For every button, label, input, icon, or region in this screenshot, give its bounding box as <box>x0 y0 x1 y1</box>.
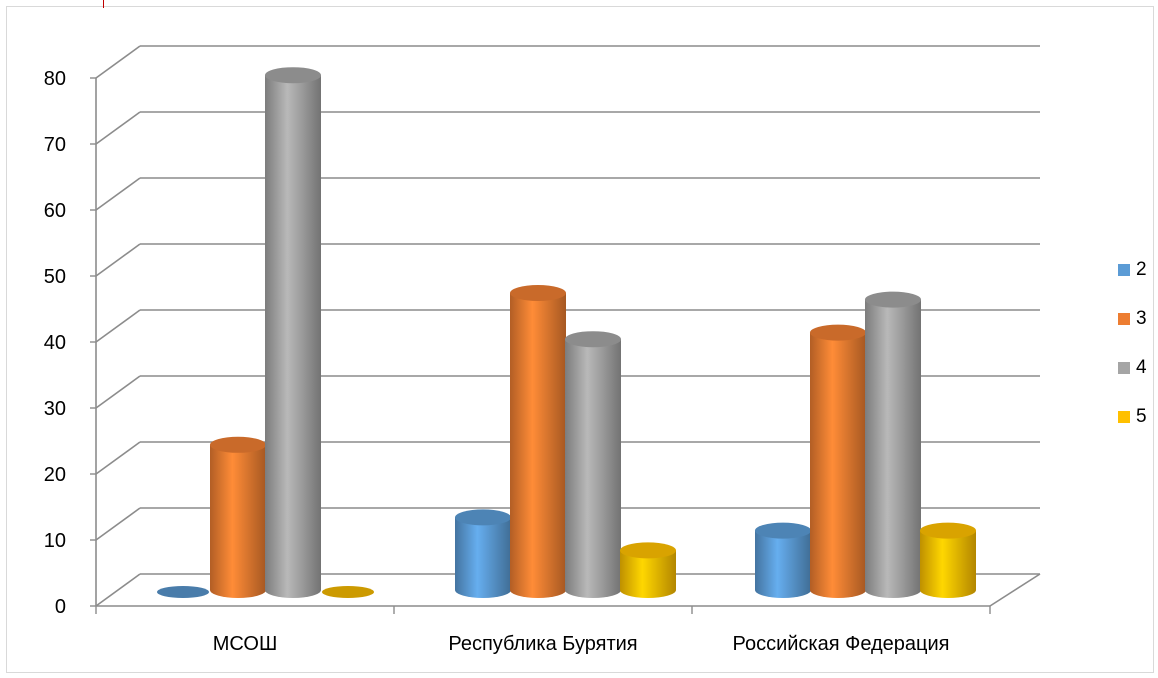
bar-1-series-2 <box>157 586 209 598</box>
bar-2-series-4 <box>565 331 621 598</box>
side-gridline-20 <box>95 441 141 475</box>
y-tick-label: 60 <box>44 200 66 222</box>
chart-frame <box>6 6 1154 673</box>
bar-body <box>265 75 321 598</box>
legend-label-3: 3 <box>1136 308 1147 329</box>
bar-body <box>565 339 621 598</box>
side-gridline-80 <box>95 45 141 79</box>
legend-label-4: 4 <box>1136 357 1147 378</box>
bar-top <box>620 542 676 559</box>
bar-3-series-4 <box>865 291 921 598</box>
bar-2-series-5 <box>620 542 676 598</box>
bar-body <box>920 530 976 598</box>
floor-right-edge <box>989 573 1041 607</box>
y-tick-label: 0 <box>55 596 66 618</box>
side-gridline-10 <box>95 507 141 541</box>
bar-1-series-4 <box>265 67 321 598</box>
cursor-mark <box>103 0 104 8</box>
bar-3-series-2 <box>755 522 811 598</box>
bar-top <box>210 436 266 453</box>
bar-body <box>865 299 921 598</box>
x-tick-label: Республика Бурятия <box>448 633 637 655</box>
bar-top <box>455 509 511 526</box>
legend-label-2: 2 <box>1136 259 1147 280</box>
bar-top <box>755 522 811 539</box>
legend-item-5: 5 <box>1118 405 1158 429</box>
side-gridline-70 <box>95 111 141 145</box>
bar-2-series-2 <box>455 509 511 598</box>
legend-item-3: 3 <box>1118 307 1158 331</box>
legend: 2 3 4 5 <box>1118 258 1158 454</box>
bar-top <box>265 67 321 84</box>
bars-layer <box>157 67 976 598</box>
x-tick-label: МСОШ <box>213 633 278 655</box>
bar-top <box>565 331 621 348</box>
legend-label-5: 5 <box>1136 406 1147 427</box>
bar-1-series-3 <box>210 436 266 598</box>
x-tick-label: Российская Федерация <box>732 633 949 655</box>
bar-top <box>810 324 866 341</box>
bar-top <box>510 285 566 301</box>
y-tick-label: 70 <box>44 134 66 156</box>
y-tick-label: 40 <box>44 332 66 354</box>
side-gridline-40 <box>95 309 141 343</box>
bar-top <box>865 291 921 308</box>
legend-item-2: 2 <box>1118 258 1158 282</box>
y-tick-label: 20 <box>44 464 66 486</box>
bar-body <box>620 550 676 598</box>
legend-item-4: 4 <box>1118 356 1158 380</box>
bar-3-series-3 <box>810 324 866 598</box>
legend-swatch-2 <box>1118 264 1130 276</box>
legend-swatch-4 <box>1118 362 1130 374</box>
bar-3-series-5 <box>920 522 976 598</box>
bar-1-series-5 <box>322 586 374 598</box>
y-tick-label: 50 <box>44 266 66 288</box>
legend-swatch-5 <box>1118 411 1130 423</box>
bar-body <box>755 530 811 598</box>
side-gridline-0 <box>95 573 141 607</box>
bar-body <box>210 444 266 598</box>
bar-2-series-3 <box>510 285 566 598</box>
side-gridline-60 <box>95 177 141 211</box>
side-gridline-50 <box>95 243 141 277</box>
bar-body <box>510 293 566 598</box>
y-tick-label: 80 <box>44 68 66 90</box>
bar-body <box>810 332 866 598</box>
y-tick-label: 10 <box>44 530 66 552</box>
bar-top <box>322 586 374 598</box>
legend-swatch-3 <box>1118 313 1130 325</box>
bar-top <box>920 522 976 539</box>
axis-layer: 0 10 20 30 40 50 60 70 80 МСОШ Республика Бурятия Р… <box>44 68 1041 655</box>
side-gridline-30 <box>95 375 141 409</box>
bar-body <box>455 517 511 598</box>
y-tick-label: 30 <box>44 398 66 420</box>
bar-top <box>157 586 209 598</box>
